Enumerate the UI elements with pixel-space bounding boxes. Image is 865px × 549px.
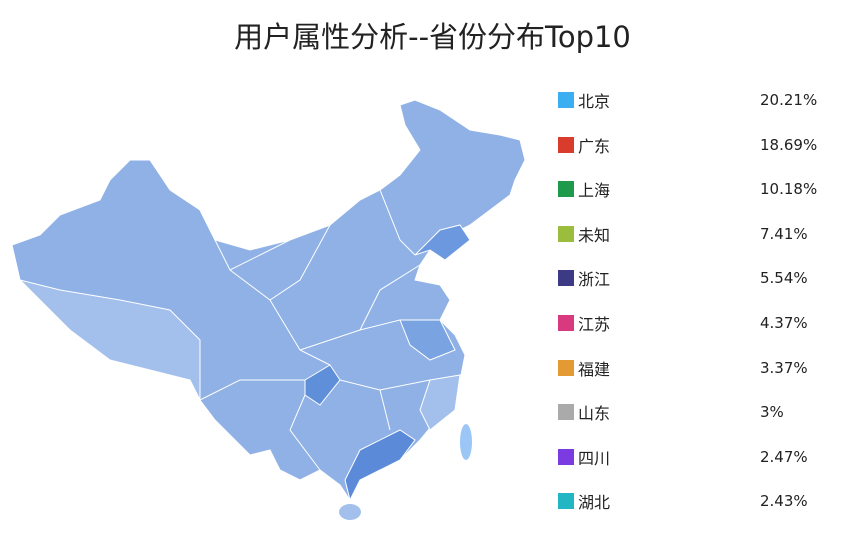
legend-value: 20.21% — [760, 91, 818, 109]
legend-value: 4.37% — [760, 314, 808, 332]
legend-item[interactable]: 广东 18.69% — [558, 134, 828, 156]
legend-item[interactable]: 四川 2.47% — [558, 446, 828, 468]
legend-label: 四川 — [578, 448, 611, 468]
legend-value: 2.47% — [760, 447, 808, 466]
legend-item[interactable]: 福建 3.37% — [558, 357, 828, 379]
legend-swatch — [558, 92, 574, 108]
map-region-guangdong — [344, 429, 416, 502]
map-region-jiangsu — [399, 319, 456, 361]
legend-swatch — [558, 181, 574, 198]
legend-label: 浙江 — [578, 270, 611, 290]
legend-item[interactable]: 山东 3% — [558, 401, 828, 423]
map-region-liaoning — [414, 224, 471, 261]
legend-swatch — [558, 225, 574, 242]
legend-label: 未知 — [578, 225, 611, 245]
legend-value: 10.18% — [760, 180, 818, 199]
legend-value: 18.69% — [760, 135, 818, 154]
legend-label: 福建 — [578, 359, 611, 379]
legend-swatch — [558, 270, 574, 287]
china-map — [11, 99, 526, 520]
legend-swatch — [558, 315, 574, 331]
map-borders — [199, 189, 431, 471]
map-region-taiwan — [460, 424, 472, 460]
legend-label: 北京 — [578, 92, 611, 111]
legend-label: 湖北 — [578, 493, 611, 513]
legend-label: 山东 — [578, 404, 611, 424]
legend-item[interactable]: 湖北 2.43% — [558, 490, 828, 512]
chart-title: 用户属性分析--省份分布Top10 — [234, 20, 631, 54]
legend-item[interactable]: 浙江 5.54% — [558, 267, 828, 289]
legend-item[interactable]: 北京 20.21% — [558, 89, 828, 111]
map-region-hainan — [339, 504, 361, 520]
map-region-fujian — [419, 374, 461, 431]
map-region-chongqing — [304, 364, 341, 406]
legend-value: 5.54% — [760, 269, 808, 288]
legend-label: 上海 — [578, 181, 611, 201]
map-region-tibet — [18, 279, 201, 401]
legend-swatch — [558, 493, 574, 510]
legend-label: 广东 — [578, 136, 611, 156]
legend-swatch — [558, 136, 574, 153]
legend-item[interactable]: 未知 7.41% — [558, 223, 828, 245]
legend-value: 3% — [760, 403, 784, 422]
legend-value: 3.37% — [760, 358, 808, 377]
legend-swatch — [558, 359, 574, 376]
legend-value: 2.43% — [760, 492, 808, 511]
legend-swatch — [558, 448, 574, 465]
legend-item[interactable]: 上海 10.18% — [558, 178, 828, 200]
legend-swatch — [558, 404, 574, 421]
legend-value: 7.41% — [760, 224, 808, 243]
legend-label: 江苏 — [578, 315, 611, 334]
legend-item[interactable]: 江苏 4.37% — [558, 312, 828, 334]
